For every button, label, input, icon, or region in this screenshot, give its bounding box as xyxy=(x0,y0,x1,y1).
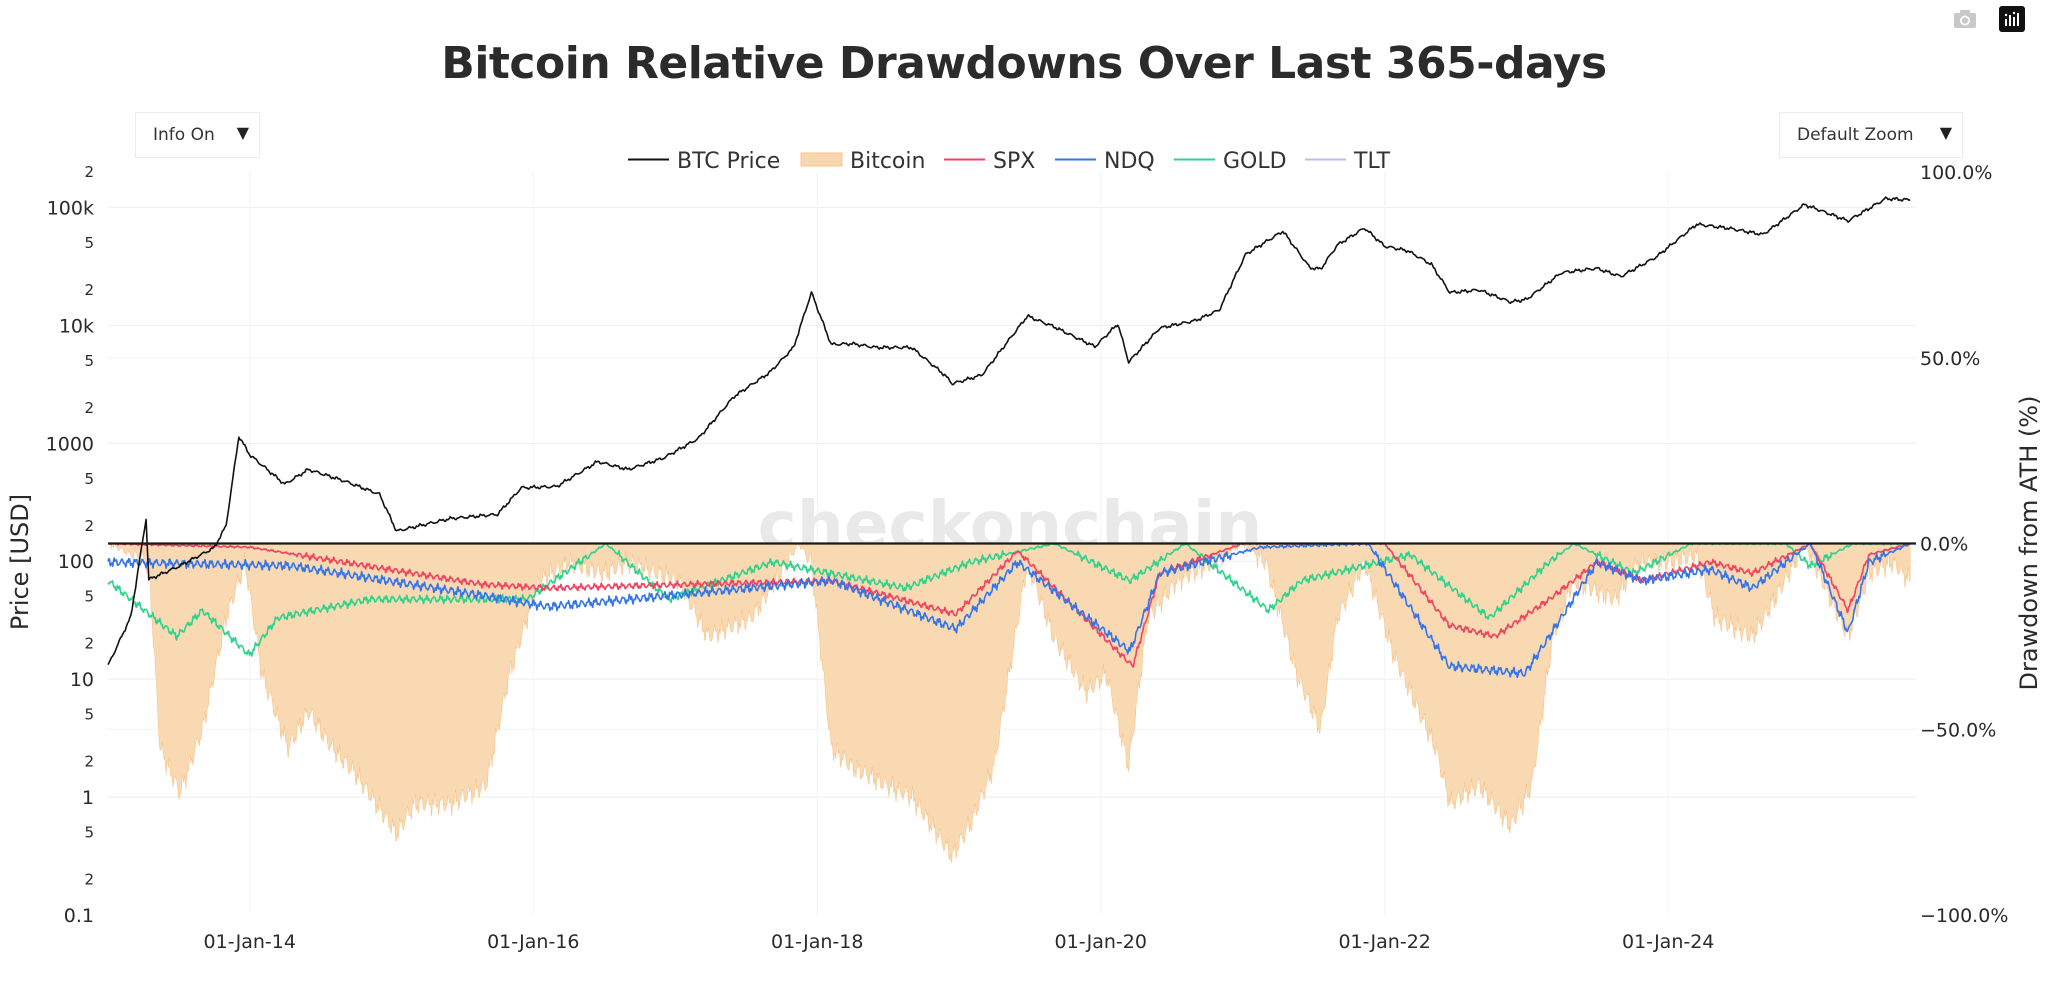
chart-title: Bitcoin Relative Drawdowns Over Last 365… xyxy=(441,38,1607,89)
chevron-down-icon: ▼ xyxy=(1939,123,1952,142)
legend-label: SPX xyxy=(993,149,1035,174)
y2-tick-label: −100.0% xyxy=(1920,905,2008,927)
legend-item-ndq[interactable]: NDQ xyxy=(1055,149,1155,174)
camera-icon xyxy=(1954,10,1976,28)
series-ndq-line xyxy=(107,542,1911,679)
y-minor-tick-label: 2 xyxy=(84,871,94,889)
legend-item-gold[interactable]: GOLD xyxy=(1174,149,1287,174)
y-tick-label: 10k xyxy=(59,315,94,337)
legend-item-btc-price[interactable]: BTC Price xyxy=(628,149,780,174)
legend-label: Bitcoin xyxy=(850,149,925,174)
y-tick-label: 0.1 xyxy=(64,905,94,927)
y-minor-tick-label: 5 xyxy=(84,824,94,842)
legend-item-bitcoin[interactable]: Bitcoin xyxy=(800,149,925,174)
y-tick-label: 100k xyxy=(47,197,94,219)
chevron-down-icon: ▼ xyxy=(236,123,249,142)
legend-label: TLT xyxy=(1353,149,1391,174)
y-minor-tick-label: 5 xyxy=(84,470,94,488)
y-minor-tick-label: 5 xyxy=(84,706,94,724)
legend[interactable]: BTC Price Bitcoin SPX NDQ GOLD TLT xyxy=(628,149,1391,174)
plotly-logo-icon xyxy=(2004,11,2019,26)
y-minor-tick-label: 5 xyxy=(84,352,94,370)
y2-tick-label: 100.0% xyxy=(1920,162,1992,184)
x-tick-label: 01-Jan-16 xyxy=(487,931,579,953)
x-tick-label: 01-Jan-20 xyxy=(1055,931,1147,953)
y-tick-label: 100 xyxy=(58,551,94,573)
y2-axis-title: Drawdown from ATH (%) xyxy=(2015,396,2043,691)
y-minor-tick-label: 2 xyxy=(84,753,94,771)
x-tick-label: 01-Jan-24 xyxy=(1622,931,1714,953)
plotly-logo-button[interactable] xyxy=(1999,6,2025,32)
series-bitcoin-drawdown-area xyxy=(107,542,1911,863)
legend-swatch xyxy=(800,152,843,167)
zoom-dropdown-label: Default Zoom xyxy=(1797,125,1914,145)
y-minor-tick-label: 2 xyxy=(84,399,94,417)
series-btc-price-line xyxy=(107,196,1911,666)
info-toggle-dropdown[interactable]: Info On ▼ xyxy=(135,112,260,158)
legend-item-tlt[interactable]: TLT xyxy=(1305,149,1391,174)
y-tick-label: 1 xyxy=(82,787,94,809)
x-tick-label: 01-Jan-22 xyxy=(1338,931,1430,953)
y2-tick-label: 0.0% xyxy=(1920,534,1968,556)
y-tick-label: 1000 xyxy=(46,433,94,455)
y-minor-tick-label: 2 xyxy=(84,517,94,535)
series-layer xyxy=(107,196,1916,863)
y-minor-tick-label: 2 xyxy=(84,635,94,653)
legend-item-spx[interactable]: SPX xyxy=(944,149,1035,174)
y-axis-title: Price [USD] xyxy=(6,494,34,630)
y-tick-label: 10 xyxy=(70,669,94,691)
x-tick-label: 01-Jan-14 xyxy=(204,931,296,953)
y-minor-tick-label: 5 xyxy=(84,234,94,252)
x-tick-label: 01-Jan-18 xyxy=(771,931,863,953)
info-dropdown-label: Info On xyxy=(153,125,215,145)
y-minor-tick-label: 5 xyxy=(84,588,94,606)
y2-tick-label: 50.0% xyxy=(1920,348,1980,370)
axes: 2 100k 5 2 10k 5 2 1000 5 2 100 5 2 10 5 2 1 5 2 0.1 100.0% 5… xyxy=(6,162,2043,953)
zoom-dropdown[interactable]: Default Zoom ▼ xyxy=(1779,112,1963,158)
legend-label: BTC Price xyxy=(677,149,780,174)
download-image-button[interactable] xyxy=(1952,6,1978,32)
legend-label: GOLD xyxy=(1223,149,1287,174)
y-minor-tick-label: 2 xyxy=(84,163,94,181)
legend-label: NDQ xyxy=(1104,149,1155,174)
y-minor-tick-label: 2 xyxy=(84,281,94,299)
y2-tick-label: −50.0% xyxy=(1920,719,1996,741)
